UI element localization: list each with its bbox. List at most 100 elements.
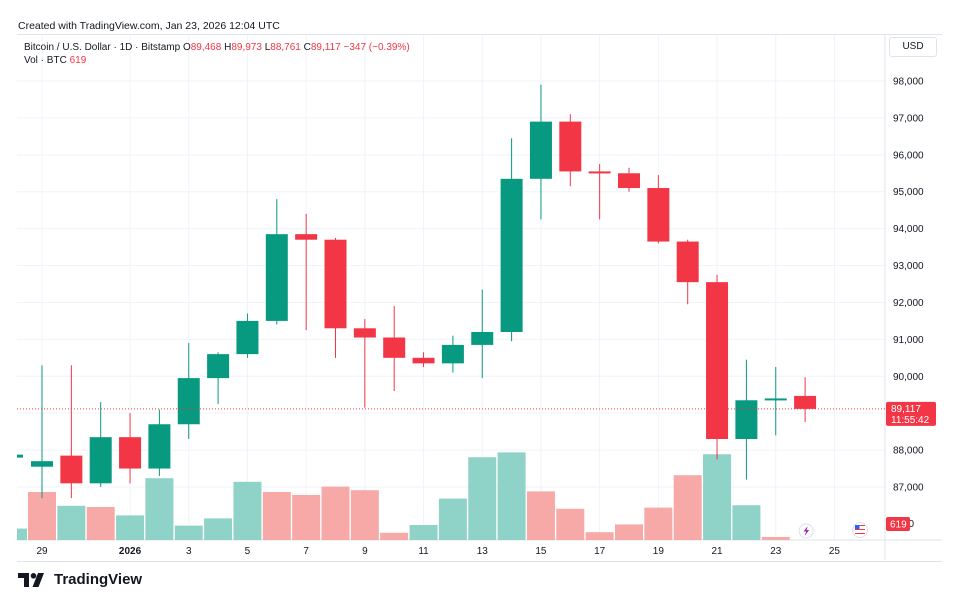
y-tick-label: 87,000 <box>893 483 924 494</box>
volume-bar[interactable] <box>556 508 585 540</box>
lightning-bolt-icon <box>803 526 810 536</box>
candle-body[interactable] <box>471 331 494 345</box>
candle-body[interactable] <box>119 437 142 469</box>
volume-bar[interactable] <box>761 537 790 540</box>
candle-body[interactable] <box>500 178 523 332</box>
y-tick-label: 98,000 <box>893 77 924 88</box>
volume-bar[interactable] <box>526 491 555 540</box>
candle-body[interactable] <box>324 239 347 329</box>
candle-body[interactable] <box>177 378 200 425</box>
x-tick-label: 9 <box>362 546 368 557</box>
volume-bar[interactable] <box>468 457 497 540</box>
x-tick-label: 13 <box>477 546 489 557</box>
candle-body[interactable] <box>706 282 729 440</box>
candle-body[interactable] <box>295 234 318 240</box>
flag-stripe <box>855 531 865 532</box>
tradingview-logo-text: TradingView <box>54 571 143 588</box>
legend-close-value: 89,117 <box>310 42 341 53</box>
x-tick-label: 29 <box>36 546 48 557</box>
volume-bar[interactable] <box>57 505 86 540</box>
volume-bar[interactable] <box>615 524 643 540</box>
volume-bar[interactable] <box>438 498 467 540</box>
volume-bar[interactable] <box>28 492 56 540</box>
y-tick-label: 90,000 <box>893 372 924 383</box>
flag-stripe <box>855 525 865 526</box>
volume-bar[interactable] <box>116 515 145 540</box>
candle-body[interactable] <box>60 455 83 484</box>
chart-pane[interactable] <box>17 34 942 562</box>
flag-canton <box>855 525 860 529</box>
volume-bar[interactable] <box>703 454 732 540</box>
y-tick-label: 88,000 <box>893 446 924 457</box>
legend-ohlc-row: Bitcoin / U.S. Dollar · 1D · Bitstamp O 8… <box>24 41 410 54</box>
candle-body[interactable] <box>764 398 787 401</box>
legend-volume-row: Vol · BTC 619 <box>24 54 410 67</box>
volume-bar[interactable] <box>86 507 115 540</box>
chart-legend: Bitcoin / U.S. Dollar · 1D · Bitstamp O 8… <box>24 41 410 67</box>
candle-body[interactable] <box>353 328 376 338</box>
candle-body[interactable] <box>735 400 758 440</box>
candle-body[interactable] <box>89 437 112 484</box>
y-tick-label: 93,000 <box>893 261 924 272</box>
flag-stripe <box>855 527 865 528</box>
y-tick-label: 97,000 <box>893 113 924 124</box>
legend-open-label: O <box>182 42 191 53</box>
x-tick-label: 2026 <box>119 546 142 557</box>
legend-high-value: 89,973 <box>231 42 262 53</box>
legend-volume-label[interactable]: Vol · BTC <box>24 55 67 66</box>
y-tick-label: 91,000 <box>893 335 924 346</box>
candle-body[interactable] <box>17 454 23 458</box>
candle-body[interactable] <box>588 171 611 174</box>
created-with-text: Created with TradingView.com, Jan 23, 20… <box>18 20 280 32</box>
candle-body[interactable] <box>383 337 406 358</box>
volume-bar[interactable] <box>644 507 673 540</box>
candle-body[interactable] <box>794 395 817 409</box>
volume-bar[interactable] <box>673 475 702 540</box>
last-price-countdown: 11:55:42 <box>891 415 930 426</box>
volume-bar[interactable] <box>585 532 614 540</box>
y-tick-label: 94,000 <box>893 224 924 235</box>
candle-body[interactable] <box>618 173 640 189</box>
volume-bar[interactable] <box>262 492 291 540</box>
last-price-value: 89,117 <box>891 404 921 415</box>
volume-bar[interactable] <box>380 532 409 540</box>
x-tick-label: 25 <box>829 546 841 557</box>
volume-bar[interactable] <box>497 452 526 540</box>
legend-low-value: 88,761 <box>270 42 301 53</box>
candle-body[interactable] <box>559 121 582 172</box>
volume-bar[interactable] <box>321 486 350 540</box>
currency-button[interactable]: USD <box>889 37 937 57</box>
volume-bar[interactable] <box>292 495 321 540</box>
volume-badge <box>886 517 910 531</box>
flag-stripe <box>855 533 865 534</box>
candle-body[interactable] <box>529 121 552 179</box>
x-tick-label: 17 <box>594 546 606 557</box>
legend-symbol[interactable]: Bitcoin / U.S. Dollar · 1D · Bitstamp <box>24 42 181 53</box>
tradingview-logo[interactable]: TradingView <box>18 571 142 588</box>
candle-body[interactable] <box>31 461 53 467</box>
candle-body[interactable] <box>148 424 171 469</box>
candle-body[interactable] <box>207 354 230 379</box>
volume-bar[interactable] <box>350 490 379 540</box>
volume-bar[interactable] <box>174 525 203 540</box>
volume-bar[interactable] <box>145 478 174 540</box>
x-tick-label: 23 <box>770 546 782 557</box>
volume-bar[interactable] <box>17 528 27 540</box>
last-price-badge <box>886 401 936 426</box>
candle-body[interactable] <box>647 188 670 242</box>
volume-bar[interactable] <box>732 505 761 540</box>
x-tick-label: 5 <box>245 546 251 557</box>
volume-bar[interactable] <box>409 525 438 540</box>
volume-badge-value: 619 <box>890 520 907 531</box>
candle-body[interactable] <box>265 234 288 321</box>
candle-body[interactable] <box>676 241 699 283</box>
candle-body[interactable] <box>441 344 464 364</box>
x-tick-label: 15 <box>535 546 547 557</box>
candle-body[interactable] <box>412 357 435 364</box>
flag-stripe <box>855 529 865 530</box>
volume-bar[interactable] <box>233 481 262 540</box>
volume-bar[interactable] <box>204 518 233 540</box>
candle-body[interactable] <box>236 320 259 355</box>
y-tick-label: 96,000 <box>893 150 924 161</box>
